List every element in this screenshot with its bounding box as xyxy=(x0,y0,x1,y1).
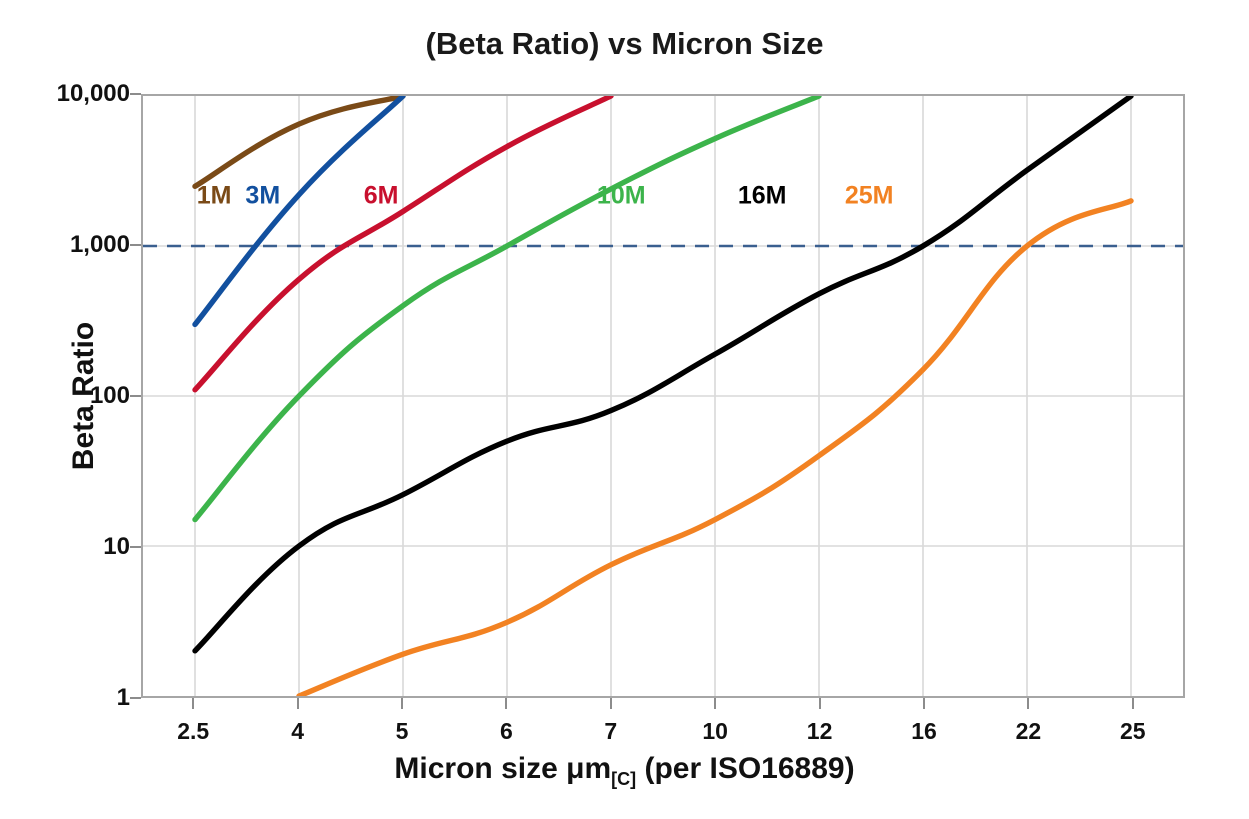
x-axis-title-suffix: (per ISO16889) xyxy=(636,752,855,785)
x-axis-tick-label: 22 xyxy=(1015,718,1042,744)
y-axis-tick-label: 10,000 xyxy=(56,80,130,107)
series-label-10m: 10M xyxy=(596,181,646,210)
x-axis-tick-label: 6 xyxy=(499,718,513,744)
x-axis-tick-mark xyxy=(609,698,612,709)
x-axis-tick-mark xyxy=(1131,698,1134,709)
x-axis-tick-label: 25 xyxy=(1120,718,1146,744)
y-axis-tick-mark xyxy=(130,395,141,397)
x-axis-title-main: Micron size μm xyxy=(394,752,612,785)
series-label-3m: 3M xyxy=(245,181,281,210)
x-axis-tick-mark xyxy=(401,698,403,709)
y-axis-tick-mark xyxy=(130,93,141,95)
series-label-1m: 1M xyxy=(196,181,232,210)
x-axis-tick-label: 16 xyxy=(911,718,937,744)
y-axis-tick-mark xyxy=(130,244,141,246)
y-axis-tick-label: 100 xyxy=(89,382,130,409)
y-axis-title-holder: Beta Ratio xyxy=(52,94,100,698)
series-label-6m: 6M xyxy=(363,181,399,210)
y-axis-title: Beta Ratio xyxy=(67,321,100,471)
y-axis-tick-label: 1,000 xyxy=(69,231,130,258)
x-axis-tick-mark xyxy=(1027,698,1030,709)
x-axis-tick-label: 7 xyxy=(604,718,618,744)
series-layer xyxy=(143,96,1183,696)
x-axis-tick-mark xyxy=(818,698,821,709)
x-axis-tick-mark xyxy=(714,698,717,709)
y-axis-tick-label: 10 xyxy=(103,533,130,560)
series-line-16m xyxy=(195,96,1131,651)
series-label-16m: 16M xyxy=(737,181,787,210)
x-axis-tick-mark xyxy=(192,698,195,709)
x-axis-tick-label: 10 xyxy=(702,718,728,744)
grid-layer xyxy=(143,96,1183,696)
series-label-25m: 25M xyxy=(844,181,894,210)
x-axis-tick-mark xyxy=(296,698,299,709)
series-line-25m xyxy=(299,201,1131,696)
x-axis-tick-label: 5 xyxy=(395,718,409,744)
x-axis-tick-mark xyxy=(923,698,925,709)
chart-title: (Beta Ratio) vs Micron Size xyxy=(425,26,824,61)
y-axis-tick-mark xyxy=(130,697,141,699)
x-axis-tick-label: 4 xyxy=(291,718,304,744)
series-line-1m xyxy=(195,96,403,186)
series-line-3m xyxy=(195,96,403,324)
x-axis-tick-label: 12 xyxy=(806,718,833,744)
y-axis-tick-mark xyxy=(130,546,141,548)
x-axis-title-subscript: [C] xyxy=(611,769,637,789)
x-axis-tick-mark xyxy=(505,698,508,709)
plot-area xyxy=(141,94,1185,698)
series-line-10m xyxy=(195,96,819,520)
x-axis-tick-label: 2.5 xyxy=(177,718,210,744)
series-line-6m xyxy=(195,96,611,390)
y-axis-tick-label: 1 xyxy=(116,684,130,711)
x-axis-title: Micron size μm[C] (per ISO16889) xyxy=(0,752,1249,790)
